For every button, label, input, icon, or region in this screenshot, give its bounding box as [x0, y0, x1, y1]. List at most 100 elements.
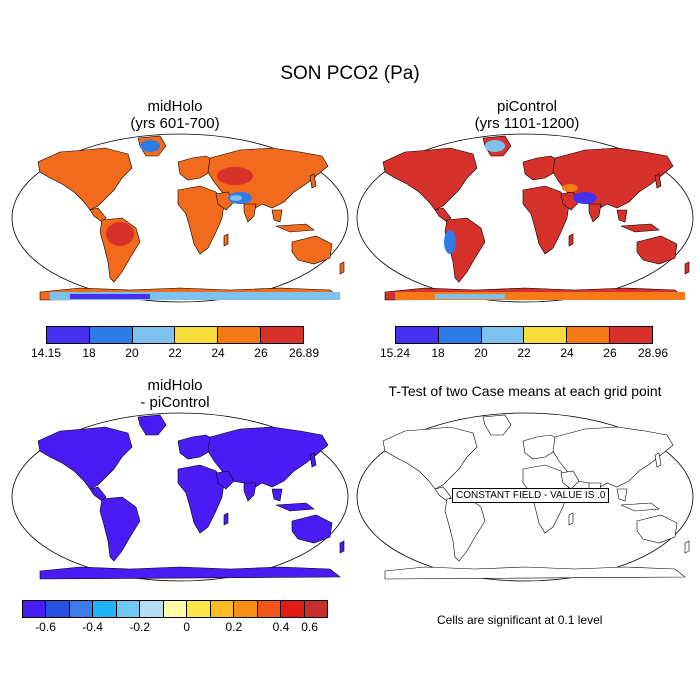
- constant-field-label: CONSTANT FIELD - VALUE IS .0: [452, 488, 610, 503]
- panel-title-line2: (yrs 601-700): [130, 115, 220, 132]
- colorbar-label: 18: [431, 346, 445, 360]
- colorbar-label: -0.4: [82, 620, 103, 634]
- colorbar-boxes: [22, 600, 328, 618]
- colorbar-picontrol: 15.24 18 20 22 24 26 28.96: [380, 326, 668, 362]
- panel-title-midholo: midHolo (yrs 601-700): [40, 98, 310, 132]
- new-zealand-landmass: [684, 540, 690, 554]
- central-asia-region: [562, 184, 578, 192]
- tibet-region: [573, 192, 597, 204]
- colorbar-label: 0.4: [272, 620, 290, 634]
- colorbar-label: 14.15: [30, 346, 62, 360]
- colorbar-box: [234, 601, 258, 617]
- colorbar-box: [132, 327, 176, 343]
- africa-landmass: [177, 185, 225, 255]
- world-map-midholo: [11, 133, 349, 303]
- map-picontrol: [355, 132, 695, 304]
- australia-landmass: [636, 235, 678, 265]
- indonesia-landmass: [620, 223, 660, 233]
- africa-landmass: [177, 464, 225, 534]
- colorbar-label: 18: [82, 346, 96, 360]
- australia-landmass: [636, 514, 678, 544]
- world-map-picontrol: [356, 133, 694, 303]
- north-america-landmass: [382, 147, 478, 211]
- colorbar-box: [93, 601, 117, 617]
- tibet-core-region: [230, 195, 242, 201]
- new-zealand-landmass: [339, 540, 345, 554]
- colorbar-box: [257, 601, 282, 617]
- colorbar-box: [89, 327, 133, 343]
- colorbar-box: [47, 327, 90, 343]
- indonesia-landmass: [275, 223, 315, 233]
- colorbar-box: [69, 601, 94, 617]
- north-america-landmass: [382, 426, 478, 490]
- australia-landmass: [291, 235, 333, 265]
- figure-title: SON PCO2 (Pa): [280, 63, 420, 84]
- colorbar-box: [261, 327, 303, 343]
- colorbar-box: [610, 327, 652, 343]
- colorbar-label: -0.6: [35, 620, 56, 634]
- colorbar-box: [163, 601, 188, 617]
- colorbar-box: [218, 327, 262, 343]
- map-geometry: [11, 412, 349, 582]
- madagascar-landmass: [223, 512, 229, 526]
- colorbar-box: [567, 327, 611, 343]
- colorbar-box: [187, 601, 211, 617]
- colorbar-box: [396, 327, 439, 343]
- asia-landmass: [207, 426, 329, 490]
- colorbar-boxes: [395, 326, 653, 344]
- colorbar-label: 24: [211, 346, 225, 360]
- panel-title-ttest: T-Test of two Case means at each grid po…: [388, 383, 662, 399]
- colorbar-label: 20: [125, 346, 139, 360]
- colorbar-box: [210, 601, 235, 617]
- colorbar-box: [481, 327, 525, 343]
- australia-landmass: [291, 514, 333, 544]
- map-difference: [10, 411, 350, 583]
- colorbar-label: 20: [474, 346, 488, 360]
- panel-title-line1: midHolo: [147, 98, 203, 115]
- japan-landmass: [654, 173, 662, 189]
- southeast-asia-landmass: [616, 488, 628, 502]
- new-zealand-landmass: [339, 261, 345, 275]
- colorbar-label: 26: [603, 346, 617, 360]
- japan-landmass: [654, 452, 662, 468]
- panel-title-line2: - piControl: [140, 394, 210, 411]
- indonesia-landmass: [620, 502, 660, 512]
- colorbar-label: 22: [517, 346, 531, 360]
- panel-title-line1: midHolo: [147, 377, 203, 394]
- map-midholo: [10, 132, 350, 304]
- greenland-region: [485, 140, 505, 152]
- colorbar-box: [23, 601, 47, 617]
- amazon-region: [106, 222, 134, 246]
- southeast-asia-landmass: [616, 209, 628, 223]
- africa-landmass: [522, 185, 570, 255]
- madagascar-landmass: [568, 233, 574, 247]
- greenland-landmass: [137, 414, 167, 436]
- panel-title-difference: midHolo - piControl: [40, 377, 310, 411]
- colorbar-label: 24: [560, 346, 574, 360]
- southeast-asia-landmass: [271, 209, 283, 223]
- world-map-difference: [11, 412, 349, 582]
- india-landmass: [243, 482, 257, 502]
- colorbar-box: [46, 601, 70, 617]
- southeast-asia-landmass: [271, 488, 283, 502]
- antarctica-region: [395, 292, 685, 300]
- colorbar-label: -0.2: [129, 620, 151, 634]
- japan-landmass: [309, 173, 317, 189]
- colorbar-difference: -0.6 -0.4 -0.2 0 0.2 0.4 0.6: [22, 600, 328, 636]
- andes-region: [444, 230, 456, 254]
- colorbar-box: [524, 327, 568, 343]
- colorbar-box: [304, 601, 328, 617]
- india-landmass: [588, 203, 602, 223]
- colorbar-label: 0.6: [301, 620, 318, 634]
- colorbar-box: [438, 327, 482, 343]
- asia-landmass: [552, 426, 674, 490]
- antarctica-landmass: [384, 566, 686, 580]
- colorbar-boxes: [46, 326, 304, 344]
- colorbar-box: [116, 601, 141, 617]
- colorbar-label: 28.96: [637, 346, 669, 360]
- new-zealand-landmass: [684, 261, 690, 275]
- panel-title-picontrol: piControl (yrs 1101-1200): [392, 98, 662, 132]
- north-america-landmass: [37, 426, 133, 490]
- panel-title-line2: (yrs 1101-1200): [474, 115, 580, 132]
- panel-title-line1: piControl: [496, 98, 558, 115]
